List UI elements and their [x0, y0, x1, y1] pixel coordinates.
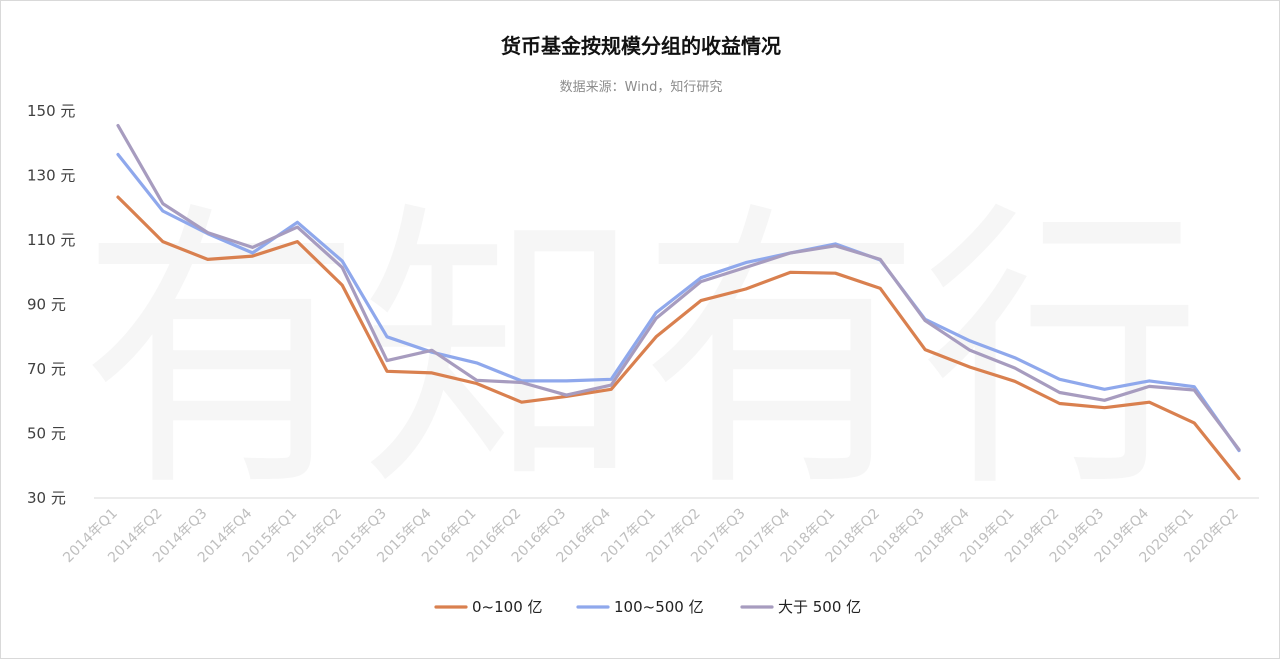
series-line-1 [116, 195, 1241, 481]
y-tick-label: 110 元 [27, 231, 75, 249]
legend-label: 0~100 亿 [472, 598, 543, 616]
y-tick-label: 30 元 [27, 489, 66, 507]
series-line-3 [116, 123, 1241, 452]
series-line-2 [116, 152, 1241, 453]
legend: 0~100 亿 100~500 亿 大于 500 亿 [434, 598, 861, 616]
legend-label: 大于 500 亿 [778, 598, 861, 616]
y-tick-label: 130 元 [27, 167, 75, 185]
y-axis-ticks: 30 元 50 元 70 元 90 元 110 元 130 元 150 元 [27, 102, 75, 507]
chart-title: 货币基金按规模分组的收益情况 [501, 34, 781, 58]
y-tick-label: 50 元 [27, 425, 66, 443]
y-tick-label: 90 元 [27, 296, 66, 314]
legend-label: 100~500 亿 [614, 598, 704, 616]
chart-subtitle: 数据来源：Wind，知行研究 [560, 79, 723, 95]
y-tick-label: 70 元 [27, 360, 66, 378]
series-lines [116, 123, 1241, 481]
y-tick-label: 150 元 [27, 102, 75, 120]
